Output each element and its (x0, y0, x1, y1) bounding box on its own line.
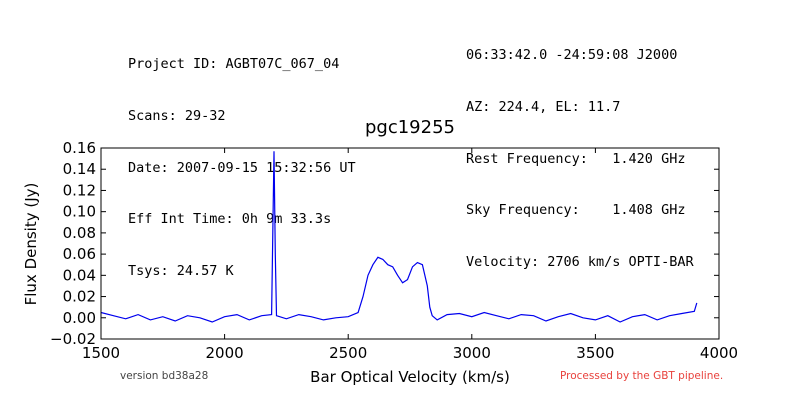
az-el-line: AZ: 224.4, EL: 11.7 (466, 99, 621, 115)
y-axis-label: Flux Density (Jy) (22, 183, 40, 306)
plot-frame (100, 147, 720, 340)
y-axis: −0.02 0.00 0.02 0.04 0.06 0.08 0.10 0.12 0.14 0.1… (50, 139, 719, 348)
rest-frequency-line: Rest Frequency: 1.420 GHz (466, 150, 686, 167)
y-tick-label: 0.06 (63, 245, 96, 263)
y-tick-label: 0.02 (63, 288, 96, 306)
chart-title: pgc19255 (365, 117, 455, 138)
y-tick-label: 0.14 (63, 160, 96, 178)
y-tick-label: 0.12 (63, 181, 96, 199)
version-label: version bd38a28 (120, 370, 209, 382)
project-id-line: Project ID: AGBT07C_067_04 (128, 56, 340, 73)
plot-area (100, 151, 698, 323)
x-tick-label: 2500 (329, 344, 367, 362)
spectrum-line-0 (100, 151, 698, 323)
y-tick-label: 0.16 (63, 139, 96, 157)
velocity-line: Velocity: 2706 km/s OPTI-BAR (466, 253, 694, 270)
date-line: Date: 2007-09-15 15:32:56 UT (128, 159, 356, 176)
y-tick-label: 0.00 (63, 309, 96, 327)
y-tick-label: 0.04 (63, 266, 96, 284)
scans-line: Scans: 29-32 (128, 108, 226, 124)
y-tick-label: 0.08 (63, 224, 96, 242)
x-tick-label: 1500 (82, 344, 120, 362)
coordinates-line: 06:33:42.0 -24:59:08 J2000 (466, 47, 678, 64)
x-tick-label: 4000 (700, 344, 738, 362)
tsys-line: Tsys: 24.57 K (128, 262, 234, 279)
y-tick-label: −0.02 (50, 330, 96, 348)
x-tick-label: 2000 (206, 344, 244, 362)
y-tick-label: 0.10 (63, 203, 96, 221)
observation-info-left: Project ID: AGBT07C_067_04 Scans: 29-32 … (128, 22, 356, 297)
x-tick-label: 3500 (576, 344, 614, 362)
x-tick-label: 3000 (453, 344, 491, 362)
x-axis: 1500 2000 2500 3000 3500 4000 (82, 148, 738, 362)
observation-info-right: 06:33:42.0 -24:59:08 J2000 AZ: 224.4, EL… (466, 13, 694, 288)
x-axis-label: Bar Optical Velocity (km/s) (310, 368, 510, 386)
pipeline-credit: Processed by the GBT pipeline. (560, 370, 724, 382)
sky-frequency-line: Sky Frequency: 1.408 GHz (466, 202, 686, 219)
